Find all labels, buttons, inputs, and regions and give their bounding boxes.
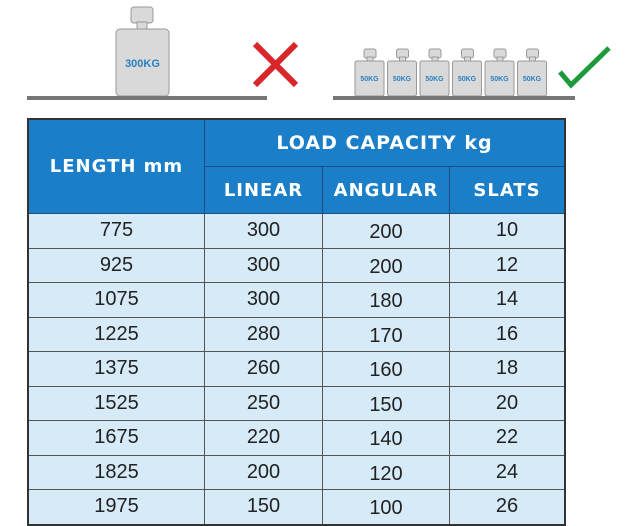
slats-cell: 20 <box>449 385 566 421</box>
small-weight-label: 50KG <box>490 76 509 83</box>
small-weight-label: 50KG <box>360 76 379 83</box>
table-row: 1675 220 140 22 <box>27 420 566 456</box>
angular-header: ANGULAR <box>322 166 450 214</box>
angular-cell: 140 <box>322 420 450 456</box>
small-weights: 50KG 50KG 50KG 50KG 50KG 50KG <box>354 48 547 97</box>
linear-cell: 300 <box>204 282 323 318</box>
linear-header: LINEAR <box>204 166 323 214</box>
single-weight-label: 300KG <box>125 58 160 70</box>
slats-cell: 10 <box>449 213 566 249</box>
angular-cell: 120 <box>322 454 450 490</box>
slats-header: SLATS <box>449 166 566 214</box>
table-row: 1975 150 100 26 <box>27 489 566 525</box>
linear-cell: 280 <box>204 316 323 352</box>
table-row: 925 300 200 12 <box>27 247 566 283</box>
small-weight-label: 50KG <box>425 76 444 83</box>
small-weight: 50KG <box>387 48 417 97</box>
linear-cell: 220 <box>204 420 323 456</box>
length-cell: 1375 <box>27 351 205 387</box>
slats-cell: 16 <box>449 316 566 352</box>
table-row: 1825 200 120 24 <box>27 454 566 490</box>
slats-cell: 22 <box>449 420 566 456</box>
length-cell: 925 <box>27 247 205 283</box>
small-weight-label: 50KG <box>393 76 412 83</box>
linear-cell: 200 <box>204 454 323 490</box>
length-header: LENGTH mm <box>27 118 205 214</box>
table-row: 775 300 200 10 <box>27 213 566 249</box>
small-weight: 50KG <box>517 48 547 97</box>
linear-cell: 260 <box>204 351 323 387</box>
slats-cell: 26 <box>449 489 566 525</box>
table-row: 1075 300 180 14 <box>27 282 566 318</box>
slats-cell: 14 <box>449 282 566 318</box>
load-capacity-table: LENGTH mm LOAD CAPACITY kg LINEAR ANGULA… <box>27 118 566 526</box>
length-cell: 1675 <box>27 420 205 456</box>
table-row: 1225 280 170 16 <box>27 316 566 352</box>
length-cell: 1525 <box>27 385 205 421</box>
small-weight-label: 50KG <box>523 76 542 83</box>
load-capacity-header: LOAD CAPACITY kg <box>204 118 566 167</box>
angular-cell: 150 <box>322 385 450 421</box>
small-weight: 50KG <box>484 48 515 97</box>
length-cell: 1225 <box>27 316 205 352</box>
small-weight: 50KG <box>354 48 385 97</box>
linear-cell: 300 <box>204 213 323 249</box>
angular-cell: 200 <box>322 247 450 283</box>
linear-cell: 300 <box>204 247 323 283</box>
slats-cell: 12 <box>449 247 566 283</box>
small-weight-label: 50KG <box>458 76 477 83</box>
left-base <box>27 96 267 100</box>
linear-cell: 150 <box>204 489 323 525</box>
length-cell: 775 <box>27 213 205 249</box>
angular-cell: 180 <box>322 282 450 318</box>
table-row: 1375 260 160 18 <box>27 351 566 387</box>
right-base <box>333 96 575 100</box>
angular-cell: 160 <box>322 351 450 387</box>
length-cell: 1825 <box>27 454 205 490</box>
small-weight: 50KG <box>419 48 450 97</box>
angular-cell: 170 <box>322 316 450 352</box>
slats-cell: 24 <box>449 454 566 490</box>
slats-cell: 18 <box>449 351 566 387</box>
length-cell: 1975 <box>27 489 205 525</box>
angular-cell: 200 <box>322 213 450 249</box>
linear-cell: 250 <box>204 385 323 421</box>
table-row: 1525 250 150 20 <box>27 385 566 421</box>
length-cell: 1075 <box>27 282 205 318</box>
angular-cell: 100 <box>322 489 450 525</box>
load-illustration: 300KG 50KG 50KG 50KG 50KG 50KG 50KG <box>27 6 611 100</box>
green-check-icon <box>558 46 611 89</box>
red-x-icon <box>252 41 299 88</box>
single-weight: 300KG <box>115 6 170 97</box>
small-weight: 50KG <box>452 48 482 97</box>
